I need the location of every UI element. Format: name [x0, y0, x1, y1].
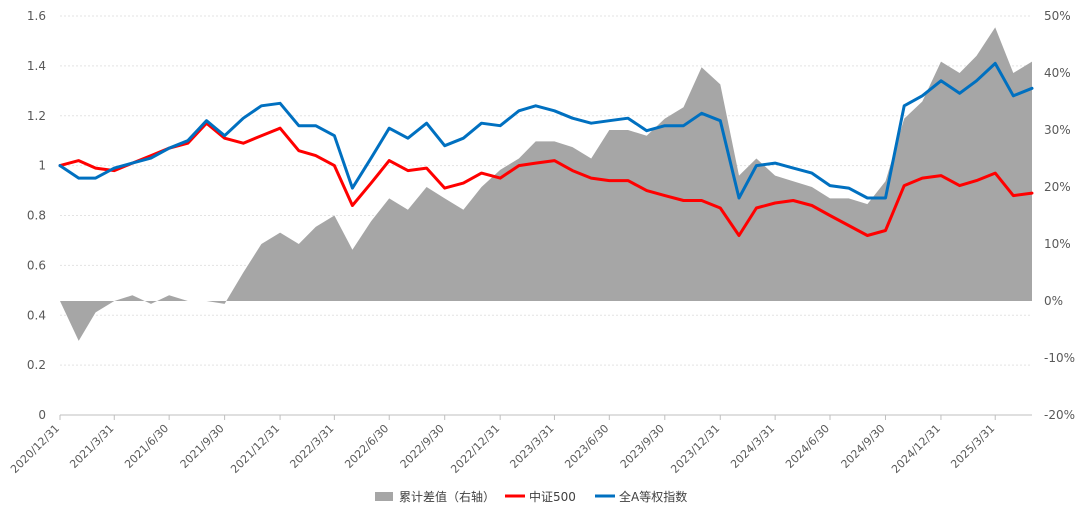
y-tick-label: 0.2: [27, 358, 46, 372]
x-tick-label: 2021/6/30: [122, 422, 171, 471]
legend-label: 中证500: [529, 489, 576, 504]
x-tick-label: 2024/9/30: [839, 422, 888, 471]
y2-tick-label: -10%: [1044, 351, 1075, 365]
x-tick-label: 2021/12/31: [228, 422, 282, 476]
x-tick-label: 2021/3/31: [67, 422, 116, 471]
x-tick-label: 2021/9/30: [178, 422, 227, 471]
y2-tick-label: 0%: [1044, 294, 1063, 308]
x-tick-label: 2025/3/31: [948, 422, 997, 471]
line-series-2: [58, 61, 1034, 200]
y2-tick-label: 50%: [1044, 9, 1071, 23]
y-tick-label: 1.2: [27, 109, 46, 123]
x-tick-label: 2023/9/30: [618, 422, 667, 471]
x-tick-label: 2024/3/31: [728, 422, 777, 471]
y2-tick-label: 10%: [1044, 237, 1071, 251]
y2-tick-label: 20%: [1044, 180, 1071, 194]
y-tick-label: 1: [38, 159, 46, 173]
x-tick-label: 2022/6/30: [342, 422, 391, 471]
y2-tick-label: -20%: [1044, 408, 1075, 422]
y-tick-label: 1.6: [27, 9, 46, 23]
x-tick-label: 2023/12/31: [668, 422, 722, 476]
line-series-layer: [58, 61, 1034, 237]
x-tick-label: 2023/3/31: [507, 422, 556, 471]
area-series-layer: [60, 27, 1032, 341]
legend-label: 全A等权指数: [619, 489, 687, 504]
y-tick-label: 0.6: [27, 258, 46, 272]
x-tick-label: 2022/3/31: [287, 422, 336, 471]
y-tick-label: 0.4: [27, 308, 46, 322]
y-tick-label: 0: [38, 408, 46, 422]
legend: 累计差值（右轴） 中证500 全A等权指数: [375, 489, 687, 504]
line-series-1: [58, 121, 1034, 237]
y-tick-label: 1.4: [27, 59, 46, 73]
x-tick-label: 2020/12/31: [8, 422, 62, 476]
x-tick-label: 2024/6/30: [783, 422, 832, 471]
x-tick-label: 2022/9/30: [398, 422, 447, 471]
y-tick-label: 0.8: [27, 209, 46, 223]
area-series-cumulative-diff: [60, 27, 1032, 341]
x-tick-label: 2023/6/30: [562, 422, 611, 471]
x-tick-label: 2024/12/31: [889, 422, 943, 476]
legend-label: 累计差值（右轴）: [399, 489, 495, 504]
y2-tick-label: 40%: [1044, 66, 1071, 80]
y2-tick-label: 30%: [1044, 123, 1071, 137]
x-tick-label: 2022/12/31: [448, 422, 502, 476]
legend-swatch-area: [375, 492, 393, 501]
